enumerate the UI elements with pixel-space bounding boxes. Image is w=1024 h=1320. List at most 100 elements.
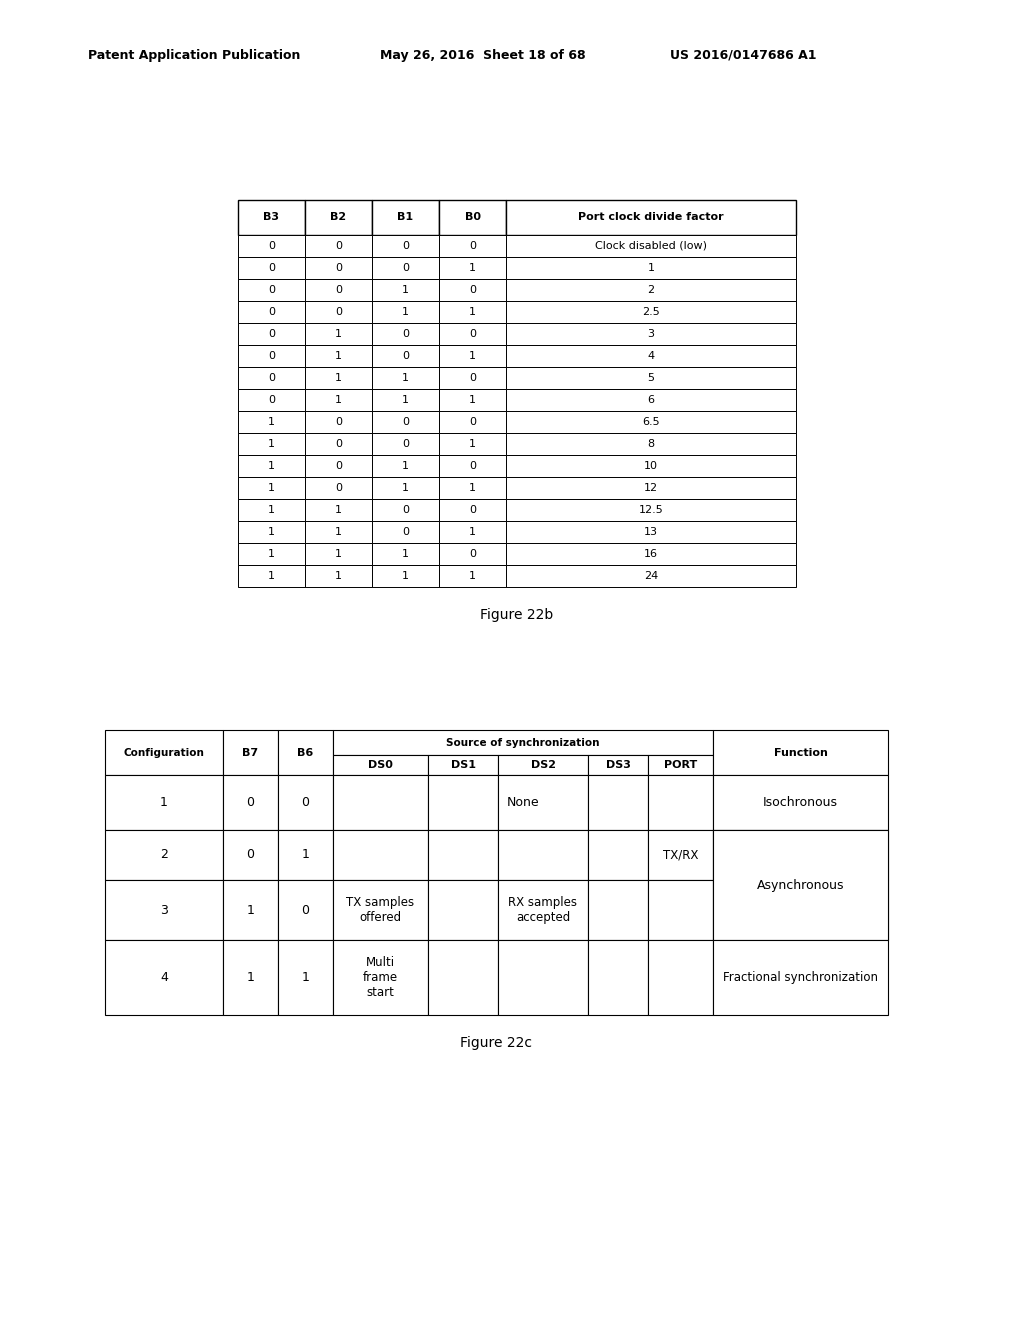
- Bar: [372, 345, 439, 367]
- Text: B1: B1: [397, 213, 414, 223]
- Text: 8: 8: [647, 440, 654, 449]
- Bar: [506, 367, 796, 389]
- Text: 3: 3: [160, 903, 168, 916]
- Text: 1: 1: [469, 351, 476, 360]
- Bar: [506, 455, 796, 477]
- Bar: [223, 830, 278, 880]
- Text: DS3: DS3: [605, 760, 631, 770]
- Bar: [333, 880, 428, 940]
- Bar: [238, 411, 305, 433]
- Text: 0: 0: [402, 329, 409, 339]
- Bar: [305, 565, 372, 587]
- Bar: [238, 345, 305, 367]
- Bar: [506, 345, 796, 367]
- Bar: [506, 477, 796, 499]
- Bar: [372, 499, 439, 521]
- Text: 1: 1: [402, 572, 409, 581]
- Text: 0: 0: [469, 374, 476, 383]
- Bar: [439, 477, 506, 499]
- Text: RX samples
accepted: RX samples accepted: [509, 896, 578, 924]
- Bar: [372, 543, 439, 565]
- Text: 1: 1: [469, 527, 476, 537]
- Bar: [648, 940, 713, 1015]
- Bar: [238, 201, 305, 235]
- Text: B6: B6: [297, 747, 313, 758]
- Bar: [278, 775, 333, 830]
- Text: 0: 0: [268, 351, 275, 360]
- Bar: [428, 880, 498, 940]
- Text: 0: 0: [402, 263, 409, 273]
- Bar: [713, 830, 888, 940]
- Bar: [506, 543, 796, 565]
- Bar: [278, 730, 333, 775]
- Bar: [648, 830, 713, 880]
- Text: Figure 22b: Figure 22b: [480, 609, 554, 622]
- Bar: [305, 257, 372, 279]
- Text: 1: 1: [335, 527, 342, 537]
- Text: 1: 1: [247, 903, 254, 916]
- Text: 1: 1: [402, 395, 409, 405]
- Text: None: None: [507, 796, 540, 809]
- Bar: [305, 345, 372, 367]
- Text: 1: 1: [469, 308, 476, 317]
- Text: 0: 0: [402, 527, 409, 537]
- Text: 1: 1: [469, 483, 476, 492]
- Bar: [498, 830, 588, 880]
- Bar: [439, 201, 506, 235]
- Bar: [305, 543, 372, 565]
- Text: 1: 1: [247, 972, 254, 983]
- Text: 0: 0: [268, 329, 275, 339]
- Bar: [506, 257, 796, 279]
- Text: 0: 0: [469, 549, 476, 558]
- Text: 0: 0: [247, 849, 255, 862]
- Text: 0: 0: [335, 461, 342, 471]
- Bar: [238, 279, 305, 301]
- Bar: [238, 235, 305, 257]
- Text: 3: 3: [647, 329, 654, 339]
- Bar: [498, 775, 588, 830]
- Text: Source of synchronization: Source of synchronization: [446, 738, 600, 747]
- Bar: [439, 323, 506, 345]
- Text: 1: 1: [268, 506, 275, 515]
- Text: Function: Function: [773, 747, 827, 758]
- Bar: [713, 830, 888, 880]
- Text: TX/RX: TX/RX: [663, 849, 698, 862]
- Bar: [506, 565, 796, 587]
- Text: May 26, 2016  Sheet 18 of 68: May 26, 2016 Sheet 18 of 68: [380, 49, 586, 62]
- Text: 0: 0: [335, 285, 342, 294]
- Text: 1: 1: [335, 549, 342, 558]
- Bar: [305, 301, 372, 323]
- Text: Multi
frame
start: Multi frame start: [362, 956, 398, 999]
- Text: TX samples
offered: TX samples offered: [346, 896, 415, 924]
- Bar: [506, 201, 796, 235]
- Text: 24: 24: [644, 572, 658, 581]
- Bar: [439, 411, 506, 433]
- Bar: [238, 323, 305, 345]
- Bar: [439, 279, 506, 301]
- Text: 0: 0: [402, 351, 409, 360]
- Bar: [238, 499, 305, 521]
- Text: B2: B2: [331, 213, 346, 223]
- Text: 0: 0: [301, 796, 309, 809]
- Bar: [333, 940, 428, 1015]
- Text: 0: 0: [268, 308, 275, 317]
- Text: 1: 1: [160, 796, 168, 809]
- Bar: [372, 323, 439, 345]
- Bar: [428, 940, 498, 1015]
- Text: Asynchronous: Asynchronous: [757, 879, 844, 891]
- Bar: [223, 775, 278, 830]
- Text: 0: 0: [335, 263, 342, 273]
- Bar: [506, 301, 796, 323]
- Bar: [506, 279, 796, 301]
- Bar: [498, 880, 588, 940]
- Bar: [333, 830, 428, 880]
- Bar: [439, 565, 506, 587]
- Bar: [105, 880, 223, 940]
- Bar: [238, 521, 305, 543]
- Text: 0: 0: [469, 461, 476, 471]
- Text: 1: 1: [469, 395, 476, 405]
- Text: 5: 5: [647, 374, 654, 383]
- Bar: [588, 830, 648, 880]
- Bar: [305, 411, 372, 433]
- Text: 1: 1: [335, 506, 342, 515]
